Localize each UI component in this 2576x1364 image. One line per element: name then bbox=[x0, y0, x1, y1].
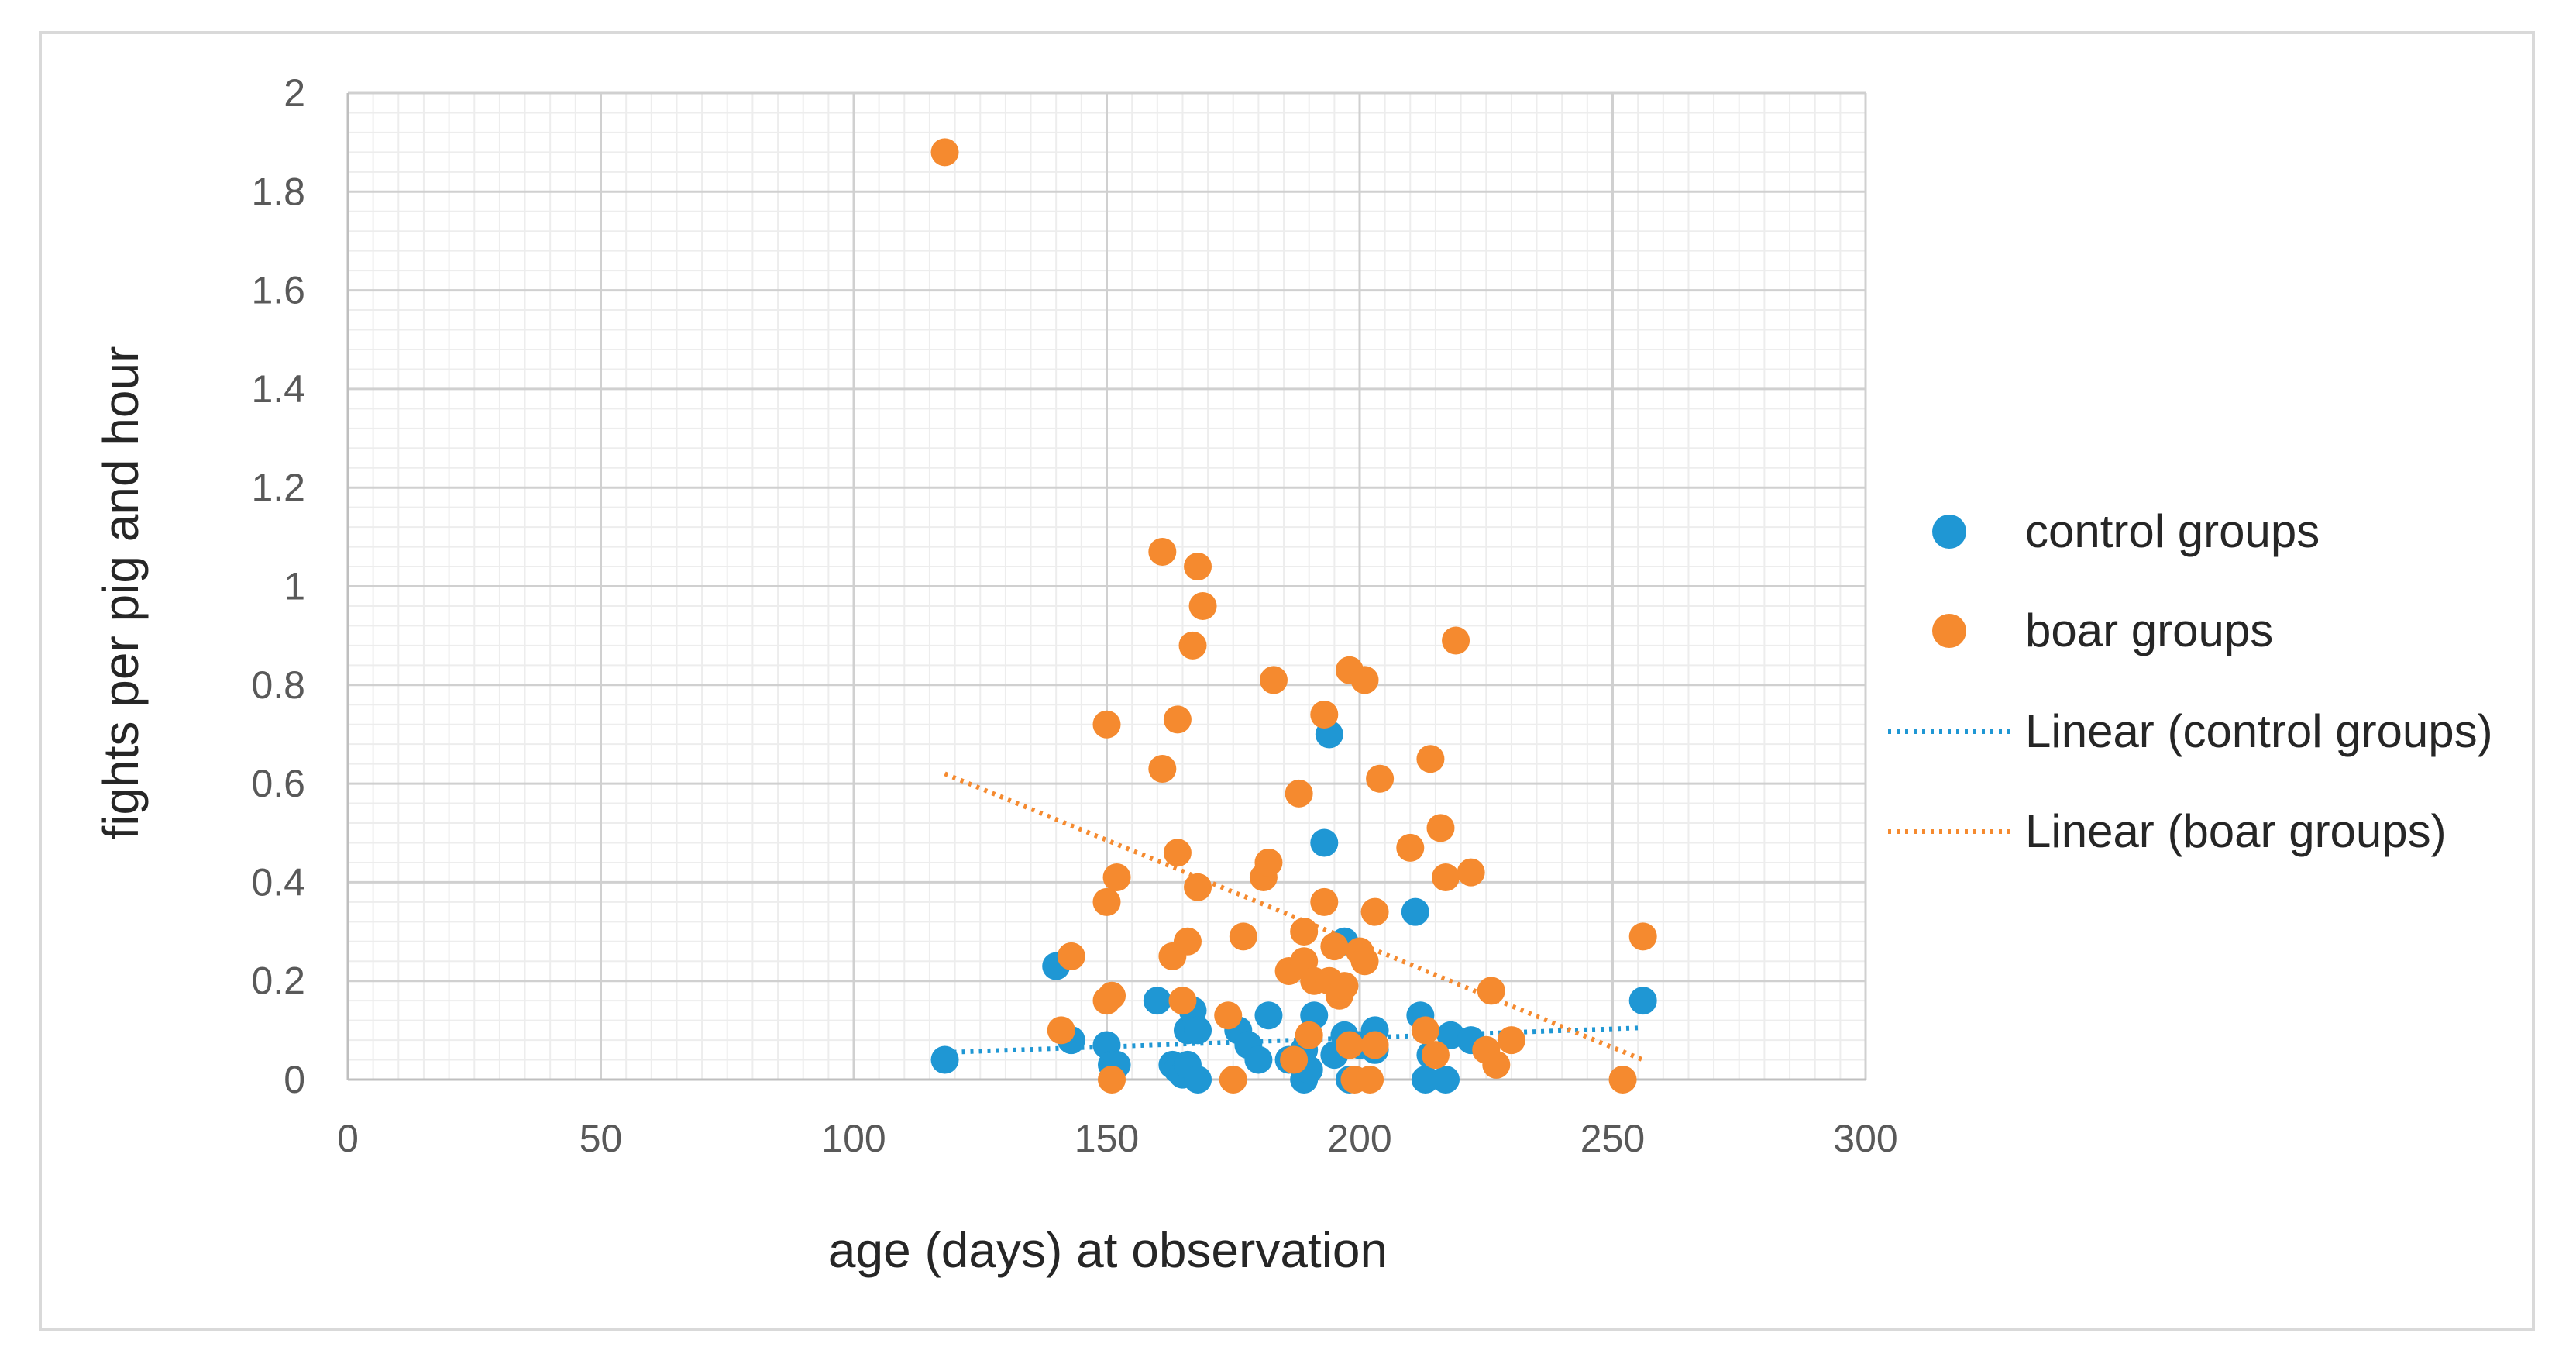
x-tick-label: 250 bbox=[1580, 1117, 1645, 1160]
data-point-boar bbox=[1310, 887, 1339, 916]
data-point-boar bbox=[1188, 591, 1217, 620]
y-axis-title: fights per pig and hour bbox=[93, 346, 149, 840]
data-point-boar bbox=[1148, 537, 1177, 566]
y-tick-label: 0.6 bbox=[251, 762, 305, 805]
y-tick-label: 1 bbox=[284, 565, 305, 608]
data-point-boar bbox=[1290, 918, 1319, 946]
data-point-control bbox=[1432, 1066, 1460, 1094]
data-point-boar bbox=[1482, 1050, 1511, 1079]
x-tick-label: 100 bbox=[821, 1117, 886, 1160]
data-point-boar bbox=[1432, 863, 1460, 892]
legend-label-boar-trend: Linear (boar groups) bbox=[2025, 805, 2447, 857]
data-point-boar bbox=[1457, 858, 1485, 887]
x-tick-label: 0 bbox=[337, 1117, 359, 1160]
data-point-boar bbox=[1102, 863, 1131, 892]
y-tick-label: 0.2 bbox=[251, 959, 305, 1003]
data-point-boar bbox=[1421, 1041, 1450, 1070]
data-points bbox=[930, 138, 1657, 1094]
x-tick-label: 200 bbox=[1327, 1117, 1391, 1160]
data-point-boar bbox=[1350, 666, 1379, 694]
data-point-boar bbox=[1416, 745, 1445, 773]
data-point-boar bbox=[1442, 626, 1470, 655]
data-point-control bbox=[1310, 828, 1339, 857]
data-point-boar bbox=[1229, 922, 1257, 951]
data-point-boar bbox=[1330, 972, 1359, 1001]
legend-label-control: control groups bbox=[2025, 505, 2320, 557]
data-point-boar bbox=[1356, 1066, 1384, 1094]
data-point-boar bbox=[1477, 976, 1505, 1005]
data-point-boar bbox=[1608, 1066, 1637, 1094]
data-point-boar bbox=[1163, 839, 1192, 867]
data-point-boar bbox=[1360, 897, 1389, 926]
data-point-control bbox=[1401, 897, 1429, 926]
data-point-boar bbox=[1320, 932, 1349, 961]
y-tick-label: 2 bbox=[284, 71, 305, 115]
data-point-control bbox=[1411, 1066, 1439, 1094]
legend-marker-boar bbox=[1932, 614, 1966, 648]
data-point-boar bbox=[1280, 1045, 1309, 1074]
data-point-boar bbox=[1057, 942, 1085, 970]
data-point-control bbox=[930, 1045, 959, 1074]
data-point-boar bbox=[1184, 873, 1212, 901]
y-tick-label: 0.4 bbox=[251, 860, 305, 904]
y-tick-label: 1.6 bbox=[251, 269, 305, 312]
y-tick-label: 1.8 bbox=[251, 170, 305, 213]
x-axis-title: age (days) at observation bbox=[828, 1222, 1388, 1278]
data-point-boar bbox=[1335, 1031, 1364, 1059]
legend: control groups boar groups Linear (contr… bbox=[1888, 505, 2493, 857]
data-point-boar bbox=[1497, 1026, 1525, 1055]
data-point-boar bbox=[1628, 922, 1657, 951]
data-point-boar bbox=[1173, 927, 1202, 956]
data-point-boar bbox=[1259, 666, 1288, 694]
data-point-boar bbox=[1214, 1001, 1243, 1030]
data-point-control bbox=[1254, 1001, 1283, 1030]
data-point-boar bbox=[1163, 705, 1192, 734]
x-tick-label: 150 bbox=[1075, 1117, 1139, 1160]
data-point-control bbox=[1628, 987, 1657, 1015]
y-tick-label: 0 bbox=[284, 1058, 305, 1101]
y-tick-label: 0.8 bbox=[251, 663, 305, 707]
data-point-boar bbox=[1360, 1031, 1389, 1059]
data-point-control bbox=[1184, 1066, 1212, 1094]
data-point-boar bbox=[1350, 947, 1379, 976]
trendline-linear-boar-groups bbox=[944, 771, 1644, 1063]
data-point-boar bbox=[1219, 1066, 1247, 1094]
data-point-boar bbox=[1168, 987, 1197, 1015]
data-point-control bbox=[1143, 987, 1171, 1015]
data-point-boar bbox=[1092, 887, 1121, 916]
data-point-boar bbox=[1396, 833, 1425, 862]
trendlines bbox=[944, 771, 1644, 1063]
data-point-boar bbox=[1047, 1016, 1075, 1045]
data-point-boar bbox=[1285, 779, 1313, 808]
data-point-boar bbox=[1148, 755, 1177, 784]
data-point-boar bbox=[1098, 1066, 1126, 1094]
data-point-boar bbox=[1366, 764, 1395, 793]
legend-label-control-trend: Linear (control groups) bbox=[2025, 705, 2493, 757]
x-tick-label: 300 bbox=[1833, 1117, 1897, 1160]
data-point-boar bbox=[1254, 848, 1283, 877]
legend-marker-control bbox=[1932, 515, 1966, 549]
y-tick-label: 1.4 bbox=[251, 367, 305, 411]
x-tick-labels: 0 50 100 150 200 250 300 bbox=[337, 1117, 1898, 1160]
y-tick-label: 1.2 bbox=[251, 466, 305, 509]
legend-label-boar: boar groups bbox=[2025, 604, 2273, 656]
trendline-linear-control-groups bbox=[944, 1025, 1643, 1055]
data-point-boar bbox=[1295, 1021, 1323, 1049]
data-point-control bbox=[1184, 1016, 1212, 1045]
data-point-boar bbox=[1098, 981, 1126, 1010]
data-point-boar bbox=[1184, 553, 1212, 581]
y-tick-labels: 0 0.2 0.4 0.6 0.8 1 1.2 1.4 1.6 1.8 2 bbox=[251, 71, 305, 1101]
data-point-boar bbox=[1310, 700, 1339, 728]
data-point-boar bbox=[1426, 814, 1455, 842]
data-point-boar bbox=[1411, 1016, 1439, 1045]
data-point-boar bbox=[1178, 631, 1207, 660]
data-point-boar bbox=[930, 138, 959, 167]
data-point-boar bbox=[1092, 710, 1121, 739]
x-tick-label: 50 bbox=[580, 1117, 623, 1160]
data-point-control bbox=[1244, 1045, 1273, 1074]
